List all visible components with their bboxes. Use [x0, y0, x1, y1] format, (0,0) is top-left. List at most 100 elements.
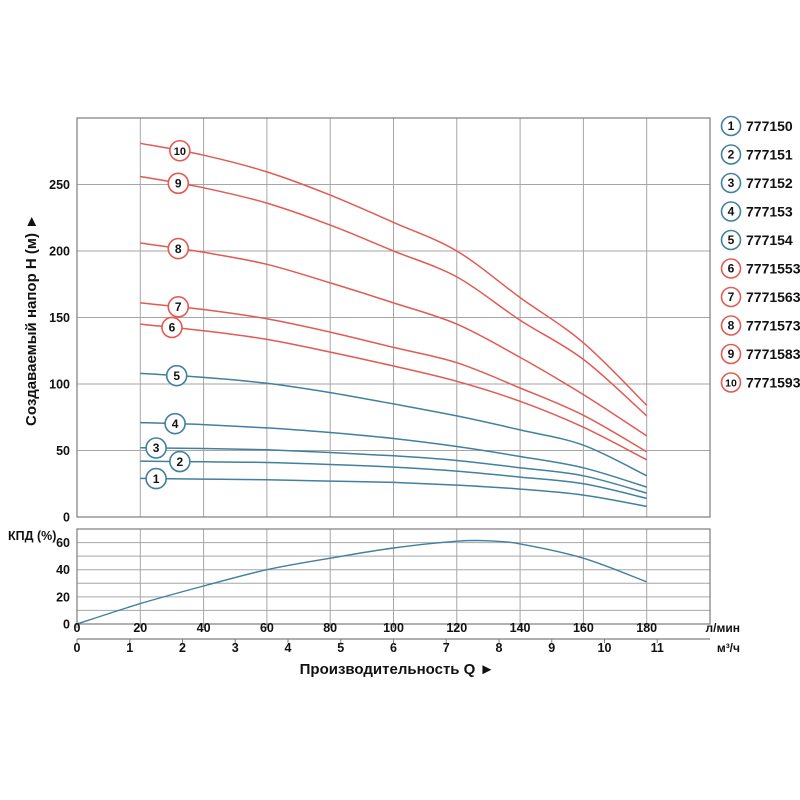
curve-777151	[140, 460, 647, 500]
x-tick-label-m3h: 6	[390, 641, 397, 655]
legend-number: 8	[728, 319, 735, 333]
x-tick-label-m3h: 3	[232, 641, 239, 655]
x-tick-label-lmin: 140	[510, 621, 531, 635]
curve-badge-10: 10	[169, 139, 191, 162]
y-tick-label: 200	[49, 245, 70, 259]
curve-777150	[140, 477, 647, 508]
head-chart: 0 50 100 150 200 250 1 2 34 5 6 7 8 9 10	[49, 117, 711, 525]
plot-border	[76, 117, 711, 518]
x-tick-label-lmin: 100	[383, 621, 404, 635]
legend: 1 777150 2 777151 3 777152 4 777153 5 777154 6 7771…	[720, 115, 800, 393]
curve-badge-number: 8	[175, 242, 182, 256]
legend-number-circle	[720, 144, 742, 165]
legend-model-code: 777153	[746, 204, 793, 220]
kpd-axis-label: КПД (%)	[8, 529, 56, 543]
legend-number: 1	[728, 119, 735, 133]
x-tick-label-lmin: 60	[260, 621, 274, 635]
y-axis-title: Создаваемый напор H (м) ►	[23, 214, 40, 426]
x-axis-title: Производительность Q ►	[300, 661, 495, 678]
curve-7771553	[140, 323, 648, 461]
x-tick-label-lmin: 160	[573, 621, 594, 635]
legend-number-circle	[720, 372, 742, 393]
curve-badge-7: 7	[167, 296, 190, 318]
y-tick-label: 150	[49, 311, 70, 325]
legend-model-code: 777150	[746, 118, 793, 134]
x-tick-label-lmin: 0	[74, 621, 81, 635]
curve-badge-number: 6	[169, 321, 176, 335]
y-tick-label: 250	[49, 178, 70, 192]
x-tick-label-lmin: 180	[636, 621, 657, 635]
legend-number-circle	[720, 286, 742, 308]
x-tick-label-m3h: 2	[179, 641, 186, 655]
unit-m3h-label: м³/ч	[717, 641, 740, 655]
legend-number-circle	[720, 201, 742, 222]
legend-model-code: 777154	[746, 232, 793, 248]
x-tick-label-lmin: 20	[133, 621, 147, 635]
curve-777153	[140, 421, 647, 488]
unit-lmin-label: л/мин	[706, 621, 740, 635]
curve-badge-1: 1	[145, 467, 167, 490]
x-tick-label-m3h: 5	[337, 641, 344, 655]
curve-badge-4: 4	[164, 412, 186, 435]
legend-number-circle	[720, 172, 742, 194]
legend-number-circle	[720, 258, 742, 279]
x-tick-label-lmin: 80	[323, 621, 337, 635]
curve-badge-number: 5	[173, 369, 180, 383]
kpd-tick-label: 40	[56, 563, 70, 577]
curve-badge-number: 2	[177, 455, 184, 469]
x-tick-label-m3h: 1	[126, 641, 133, 655]
legend-item-777150: 1 777150	[720, 115, 793, 137]
curve-badge-number: 7	[175, 300, 182, 314]
x-tick-label-m3h: 4	[285, 641, 292, 655]
legend-item-7771593: 10 7771593	[720, 372, 800, 393]
legend-number: 10	[725, 378, 737, 390]
legend-number: 7	[728, 290, 735, 304]
curve-badge-number: 9	[175, 177, 182, 191]
x-tick-label-m3h: 0	[74, 641, 81, 655]
legend-number: 4	[728, 205, 735, 219]
curve-777152	[140, 447, 647, 494]
curve-badge-9: 9	[167, 172, 190, 195]
curve-7771583	[140, 175, 648, 417]
y-tick-label: 0	[63, 511, 70, 525]
legend-item-777152: 3 777152	[720, 172, 793, 194]
legend-model-code: 7771553	[746, 261, 800, 277]
legend-item-777154: 5 777154	[720, 229, 793, 251]
efficiency-chart: 0 20 40 60	[56, 528, 711, 632]
legend-number: 3	[728, 176, 735, 190]
curve-badge-3: 3	[145, 437, 167, 459]
curve-badge-6: 6	[161, 316, 183, 339]
legend-number: 6	[728, 262, 735, 276]
efficiency-curve	[76, 539, 647, 625]
kpd-tick-label: 0	[63, 618, 70, 632]
legend-model-code: 7771593	[746, 375, 800, 391]
x-tick-label-m3h: 7	[443, 641, 450, 655]
legend-item-7771583: 9 7771583	[720, 343, 800, 365]
curve-7771573	[140, 242, 648, 437]
curve-777154	[140, 372, 648, 477]
kpd-tick-label: 60	[56, 536, 70, 550]
curve-badge-8: 8	[167, 237, 190, 260]
y-tick-label: 50	[56, 444, 70, 458]
legend-model-code: 7771573	[746, 318, 800, 334]
legend-item-7771573: 8 7771573	[720, 315, 800, 336]
x-axis: 0 20 40 60 80 100 120 140 160 180 0 1 2 3 4 5 6 7 8 9 10 11	[74, 621, 710, 655]
legend-model-code: 777152	[746, 175, 793, 191]
legend-item-777151: 2 777151	[720, 144, 793, 165]
x-tick-label-lmin: 40	[197, 621, 211, 635]
curve-badge-5: 5	[165, 364, 188, 387]
x-tick-label-m3h: 9	[548, 641, 555, 655]
x-tick-label-m3h: 8	[496, 641, 503, 655]
legend-model-code: 7771583	[746, 346, 800, 362]
legend-item-7771563: 7 7771563	[720, 286, 800, 308]
curve-badge-number: 10	[174, 146, 186, 158]
x-tick-label-m3h: 11	[651, 641, 664, 655]
legend-number-circle	[720, 229, 742, 251]
legend-model-code: 7771563	[746, 289, 800, 305]
kpd-tick-label: 20	[56, 590, 70, 604]
curve-7771593	[140, 142, 648, 406]
curve-badge-number: 1	[153, 472, 160, 486]
legend-number: 9	[728, 347, 735, 361]
